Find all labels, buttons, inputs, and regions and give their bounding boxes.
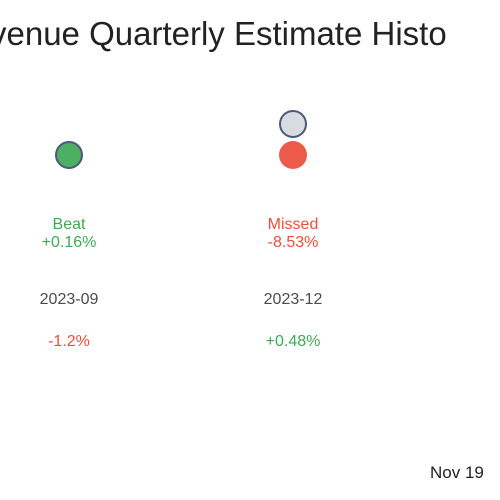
quarter-column: Beat +0.16% 2023-09 -1.2% (0, 0, 169, 500)
chart-title: venue Quarterly Estimate Histo (0, 15, 447, 52)
price-change: -2 (417, 332, 500, 352)
price-change: +0.48% (265, 333, 321, 350)
period-label: 20 (417, 290, 500, 310)
estimate-point (279, 110, 307, 138)
surprise-percent: -8.53% (267, 234, 319, 251)
result-status: Missed (267, 216, 319, 233)
quarter-column: Missed -8.53% 2023-12 +0.48% (193, 0, 393, 500)
actual-point (55, 141, 83, 169)
surprise-percent: + (417, 234, 500, 252)
period-label: 2023-12 (263, 291, 323, 308)
result-status: Beat (52, 216, 86, 233)
surprise-percent: +0.16% (41, 234, 97, 251)
price-change: -1.2% (48, 333, 90, 350)
quarter-column: +20 -2 (417, 0, 500, 500)
chart-title-wrap: venue Quarterly Estimate Histo (0, 12, 500, 56)
as-of-date: Nov 19 (430, 463, 484, 482)
actual-point (279, 141, 307, 169)
period-label: 2023-09 (39, 291, 99, 308)
